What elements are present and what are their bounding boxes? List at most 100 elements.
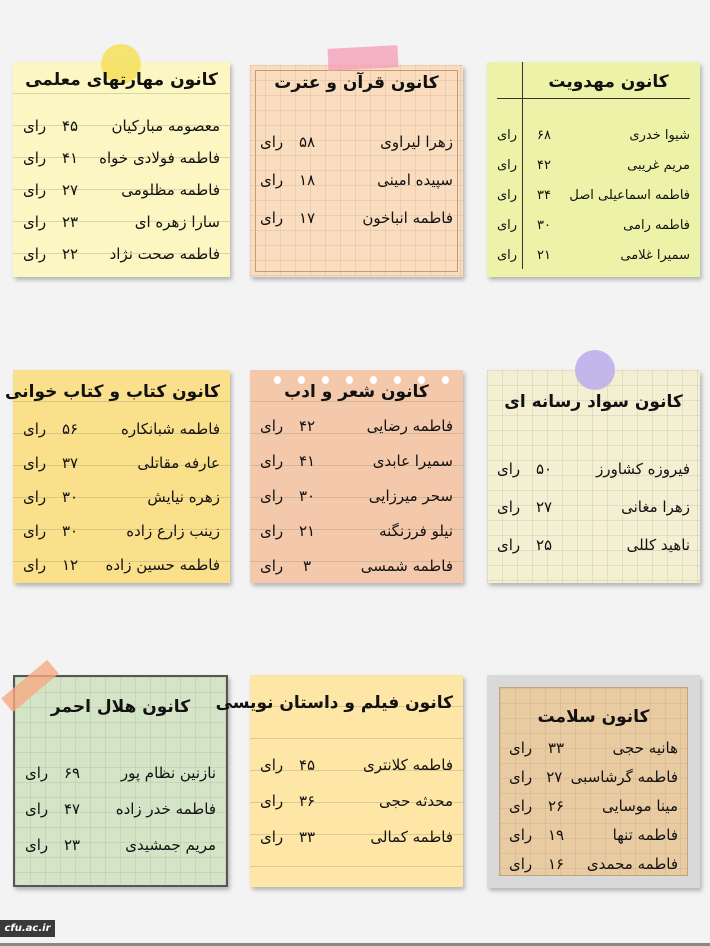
candidate-row: فاطمه صحت نژاد ۲۲ رای <box>23 238 220 270</box>
club-title: کانون مهدویت <box>497 72 690 99</box>
candidate-name: زهرا مغانی <box>621 498 690 516</box>
candidate-row: زهرا لیراوی ۵۸ رای <box>260 123 453 161</box>
vote-unit: رای <box>23 181 47 199</box>
candidate-row: فاطمه رضایی ۴۲ رای <box>260 408 453 443</box>
club-title: کانون مهارتهای معلمی <box>25 70 218 90</box>
candidate-name: فاطمه حسین زاده <box>105 556 220 574</box>
vote-count: ۵۰ <box>535 460 553 478</box>
binder-hole <box>418 376 425 384</box>
vote-count: ۳۰ <box>61 488 79 506</box>
vote-unit: رای <box>509 825 533 844</box>
margin-line <box>522 62 523 269</box>
vote-unit: رای <box>23 149 47 167</box>
candidate-row: محدثه حجی ۳۶ رای <box>260 783 453 819</box>
vote-count: ۲۷ <box>535 498 553 516</box>
vote-unit: رای <box>260 828 284 846</box>
club-card: کانون شعر و ادب فاطمه رضایی ۴۲ رای سمیرا عاب… <box>250 370 463 583</box>
vote-count: ۲۷ <box>546 767 563 786</box>
candidate-name: سمیرا عابدی <box>372 451 453 470</box>
vote-count: ۱۶ <box>547 854 565 873</box>
vote-unit: رای <box>260 133 284 151</box>
candidate-name: هانیه حجی <box>612 738 678 757</box>
vote-count: ۲۷ <box>61 181 79 199</box>
candidate-row: فیروزه کشاورز ۵۰ رای <box>497 450 690 488</box>
candidate-row: سمیرا عابدی ۴۱ رای <box>260 443 453 478</box>
vote-count: ۱۸ <box>298 171 316 189</box>
candidate-row: فاطمه انباخون ۱۷ رای <box>260 199 453 237</box>
club-title: کانون سواد رسانه ای <box>504 392 683 412</box>
vote-unit: رای <box>509 796 533 815</box>
vote-count: ۳۷ <box>61 454 79 472</box>
candidate-row: نیلو فرزنگنه ۲۱ رای <box>260 513 453 548</box>
candidate-row: فاطمه شبانکاره ۵۶ رای <box>23 412 220 446</box>
candidate-name: فاطمه صحت نژاد <box>109 245 220 263</box>
vote-unit: رای <box>260 209 284 227</box>
candidate-row: مینا موسایی ۲۶ رای <box>509 791 678 820</box>
vote-unit: رای <box>23 117 47 135</box>
candidate-row: نازنین نظام پور ۶۹ رای <box>25 755 216 791</box>
candidate-name: محدثه حجی <box>378 792 453 810</box>
vote-count: ۴۲ <box>298 416 316 435</box>
binder-hole <box>298 376 305 384</box>
vote-unit: رای <box>260 556 284 575</box>
pin-decoration <box>101 44 141 84</box>
vote-unit: رای <box>260 521 284 540</box>
candidate-name: فاطمه انباخون <box>362 209 453 227</box>
candidate-row: فاطمه حسین زاده ۱۲ رای <box>23 548 220 582</box>
site-logo: cfu.ac.ir <box>0 920 55 937</box>
candidate-name: سمیرا غلامی <box>620 247 690 263</box>
vote-unit: رای <box>497 536 521 554</box>
candidate-row: فاطمه کمالی ۳۳ رای <box>260 819 453 855</box>
club-title: کانون قرآن و عترت <box>274 73 439 93</box>
vote-unit: رای <box>23 213 47 231</box>
club-card: کانون کتاب و کتاب خوانی فاطمه شبانکاره ۵۶ ر… <box>5 370 230 583</box>
vote-count: ۲۳ <box>61 213 79 231</box>
vote-count: ۶۸ <box>537 127 551 143</box>
vote-count: ۱۹ <box>547 825 565 844</box>
candidate-name: فاطمه محمدی <box>586 854 678 873</box>
vote-unit: رای <box>260 792 284 810</box>
vote-unit: رای <box>25 836 49 854</box>
candidate-row: مریم غریبی ۴۲ رای <box>497 150 690 180</box>
candidate-row: فاطمه کلانتری ۴۵ رای <box>260 747 453 783</box>
candidate-name: فاطمه رضایی <box>366 416 453 435</box>
candidate-name: زهره نیایش <box>147 488 220 506</box>
vote-count: ۵۸ <box>298 133 316 151</box>
binder-hole <box>442 376 449 384</box>
vote-unit: رای <box>497 127 518 143</box>
candidate-row: فاطمه محمدی ۱۶ رای <box>509 849 678 878</box>
candidate-row: فاطمه مظلومی ۲۷ رای <box>23 174 220 206</box>
vote-count: ۴۵ <box>298 756 316 774</box>
candidate-name: فاطمه مظلومی <box>121 181 220 199</box>
candidate-row: زهرا مغانی ۲۷ رای <box>497 488 690 526</box>
candidate-name: زینب زارع زاده <box>126 522 220 540</box>
candidate-name: سپیده امینی <box>377 171 453 189</box>
vote-count: ۲۶ <box>547 796 565 815</box>
vote-count: ۲۱ <box>537 247 551 263</box>
candidate-name: فاطمه کمالی <box>370 828 453 846</box>
vote-unit: رای <box>497 157 518 173</box>
candidate-name: شیوا خدری <box>629 127 690 143</box>
card-border <box>255 70 458 272</box>
candidate-name: مینا موسایی <box>601 796 678 815</box>
pin-decoration <box>575 350 615 390</box>
vote-count: ۳۰ <box>537 217 551 233</box>
club-title: کانون سلامت <box>537 707 650 727</box>
candidate-name: فاطمه اسماعیلی اصل <box>569 187 690 203</box>
vote-unit: رای <box>497 460 521 478</box>
vote-unit: رای <box>23 522 47 540</box>
vote-count: ۴۲ <box>537 157 551 173</box>
candidate-name: مریم جمشیدی <box>125 836 216 854</box>
candidate-name: معصومه مبارکیان <box>111 117 220 135</box>
vote-count: ۱۲ <box>61 556 79 574</box>
vote-count: ۳۴ <box>537 187 551 203</box>
vote-unit: رای <box>260 171 284 189</box>
candidate-row: عارفه مقاتلی ۳۷ رای <box>23 446 220 480</box>
card-inner-panel <box>499 687 688 876</box>
candidate-row: فاطمه گرشاسبی ۲۷ رای <box>509 762 678 791</box>
candidate-name: نازنین نظام پور <box>120 764 216 782</box>
club-card: کانون سواد رسانه ای فیروزه کشاورز ۵۰ رای زهر… <box>487 350 700 583</box>
vote-unit: رای <box>25 800 49 818</box>
candidate-name: فاطمه فولادی خواه <box>99 149 220 167</box>
club-card: کانون قرآن و عترت زهرا لیراوی ۵۸ رای سپیده ا… <box>250 45 463 277</box>
